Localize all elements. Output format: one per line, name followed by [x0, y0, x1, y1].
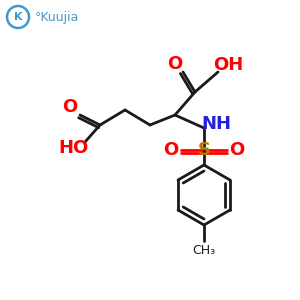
Text: °Kuujia: °Kuujia — [35, 11, 80, 23]
Text: CH₃: CH₃ — [192, 244, 216, 257]
Text: HO: HO — [58, 139, 88, 157]
Text: O: O — [167, 55, 183, 73]
Text: O: O — [230, 141, 244, 159]
Text: K: K — [14, 12, 22, 22]
Text: O: O — [62, 98, 78, 116]
Text: S: S — [197, 141, 211, 159]
Text: NH: NH — [201, 115, 231, 133]
Text: O: O — [164, 141, 178, 159]
Text: OH: OH — [213, 56, 243, 74]
